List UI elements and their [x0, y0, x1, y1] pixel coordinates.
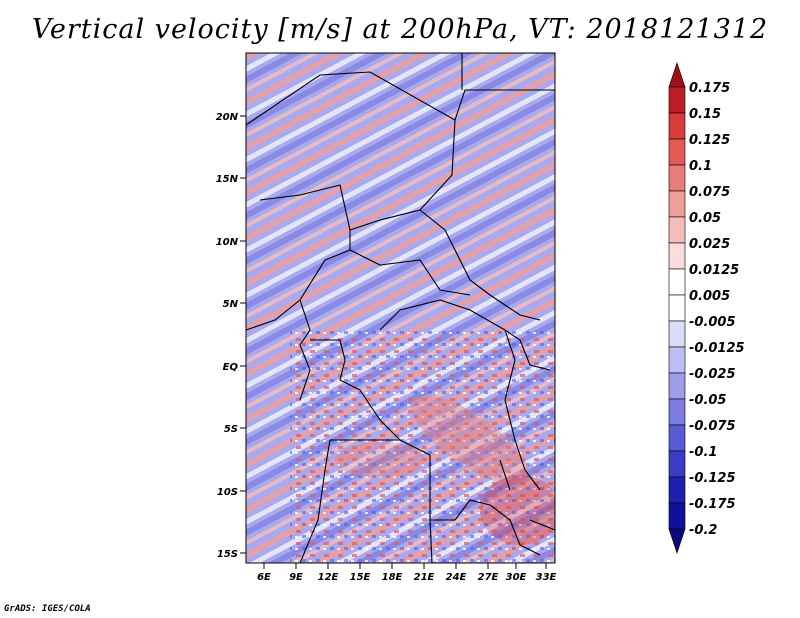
- lat-label-10s: 10S: [217, 487, 238, 498]
- velocity-field: [246, 53, 555, 563]
- lat-label-5s: 5S: [224, 424, 238, 435]
- colorbar-swatch: [668, 398, 686, 426]
- colorbar-swatch: [668, 320, 686, 348]
- colorbar-swatch: [668, 216, 686, 244]
- colorbar-label: -0.05: [689, 393, 726, 408]
- colorbar-label: -0.2: [689, 523, 717, 538]
- longitude-axis: 6E 9E 12E 15E 18E 21E 24E 27E 30E 33E: [257, 563, 557, 583]
- colorbar-label: 0.005: [689, 289, 730, 304]
- latitude-axis: 20N 15N 10N 5N EQ 5S 10S 15S: [216, 112, 246, 560]
- lon-label-27e: 27E: [478, 572, 499, 583]
- grads-credit: GrADS: IGES/COLA: [4, 604, 91, 614]
- lat-label-20n: 20N: [216, 112, 239, 123]
- colorbar-min-arrow: [668, 528, 686, 554]
- lat-label-15s: 15S: [217, 549, 238, 560]
- lon-label-33e: 33E: [536, 572, 557, 583]
- colorbar-label: -0.075: [689, 419, 736, 434]
- colorbar-swatch: [668, 138, 686, 166]
- colorbar-label: 0.025: [689, 237, 730, 252]
- chart-title: Vertical velocity [m/s] at 200hPa, VT: 2…: [31, 14, 769, 45]
- colorbar-label: 0.05: [689, 211, 721, 226]
- country-borders: [246, 53, 555, 563]
- colorbar-swatch: [668, 502, 686, 530]
- colorbar-label: 0.1: [689, 159, 712, 174]
- colorbar-swatch: [668, 242, 686, 270]
- colorbar-swatch: [668, 164, 686, 192]
- colorbar: 0.175 0.15 0.125 0.1 0.075 0.05 0.025 0.0125 0.0…: [668, 62, 745, 554]
- colorbar-label: 0.15: [689, 107, 721, 122]
- lon-label-21e: 21E: [414, 572, 435, 583]
- colorbar-label: -0.125: [689, 471, 736, 486]
- colorbar-swatch: [668, 372, 686, 400]
- lat-label-eq: EQ: [223, 362, 239, 373]
- colorbar-swatch: [668, 294, 686, 322]
- colorbar-swatch: [668, 190, 686, 218]
- colorbar-label: 0.075: [689, 185, 730, 200]
- colorbar-label: -0.1: [689, 445, 717, 460]
- lon-label-15e: 15E: [350, 572, 371, 583]
- lon-label-18e: 18E: [382, 572, 403, 583]
- colorbar-swatch: [668, 268, 686, 296]
- colorbar-swatch: [668, 86, 686, 114]
- lat-label-15n: 15N: [216, 174, 239, 185]
- colorbar-label: 0.125: [689, 133, 730, 148]
- map-frame: [245, 52, 556, 564]
- colorbar-max-arrow: [668, 62, 686, 88]
- colorbar-swatch: [668, 450, 686, 478]
- lon-label-6e: 6E: [257, 572, 271, 583]
- lat-label-10n: 10N: [216, 237, 239, 248]
- lon-label-30e: 30E: [506, 572, 527, 583]
- lon-label-24e: 24E: [446, 572, 467, 583]
- colorbar-label: -0.175: [689, 497, 736, 512]
- lon-label-12e: 12E: [318, 572, 339, 583]
- lon-label-9e: 9E: [289, 572, 303, 583]
- colorbar-label: 0.0125: [689, 263, 739, 278]
- colorbar-swatch: [668, 112, 686, 140]
- colorbar-label: -0.0125: [689, 341, 745, 356]
- colorbar-swatch: [668, 476, 686, 504]
- colorbar-swatch: [668, 424, 686, 452]
- lat-label-5n: 5N: [223, 299, 239, 310]
- colorbar-label: 0.175: [689, 81, 730, 96]
- colorbar-label: -0.005: [689, 315, 736, 330]
- colorbar-swatch: [668, 346, 686, 374]
- colorbar-label: -0.025: [689, 367, 736, 382]
